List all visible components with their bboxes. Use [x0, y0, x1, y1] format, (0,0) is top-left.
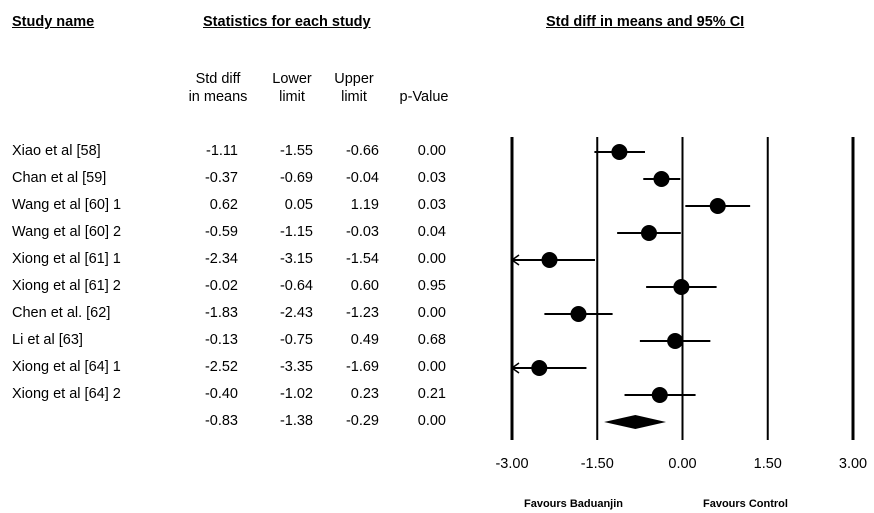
header-study-name: Study name — [12, 14, 95, 30]
upper-limit-value: -1.69 — [345, 359, 379, 375]
column-header-pvalue: p-Value — [386, 70, 462, 106]
std-diff-value: -0.40 — [204, 386, 238, 402]
column-header-std-diff: Std diff in means — [172, 70, 264, 106]
column-header-std-diff-line1: Std diff — [195, 71, 241, 87]
upper-limit-value: -0.03 — [345, 224, 379, 240]
lower-limit-value: -0.75 — [279, 332, 313, 348]
study-name: Xiao et al [58] — [12, 143, 101, 159]
lower-limit-value: -0.69 — [279, 170, 313, 186]
p-value: 0.68 — [417, 332, 446, 348]
upper-limit-value: -1.54 — [345, 251, 379, 267]
std-diff-value: -2.34 — [204, 251, 238, 267]
study-name: Li et al [63] — [12, 332, 83, 348]
x-tick-label: 1.50 — [754, 456, 782, 472]
lower-limit-value: -0.64 — [279, 278, 313, 294]
lower-limit-value: -1.02 — [279, 386, 313, 402]
effect-point — [667, 333, 684, 349]
x-tick-label: 0.00 — [668, 456, 696, 472]
p-value: 0.21 — [417, 386, 446, 402]
std-diff-value: -0.13 — [204, 332, 238, 348]
lower-limit-value: -1.55 — [279, 143, 313, 159]
effect-point — [653, 171, 670, 187]
std-diff-value: -2.52 — [204, 359, 238, 375]
upper-limit-value: -1.23 — [345, 305, 379, 321]
column-header-pvalue-line2: p-Value — [399, 89, 449, 105]
study-name: Xiong et al [61] 1 — [12, 251, 121, 267]
x-tick-label: 3.00 — [839, 456, 867, 472]
study-name: Xiong et al [64] 2 — [12, 386, 121, 402]
favours-left-label: Favours Baduanjin — [524, 498, 624, 510]
std-diff-value: -0.83 — [204, 413, 238, 429]
ci-arrow-left — [510, 362, 520, 374]
header-statistics: Statistics for each study — [203, 14, 371, 30]
p-value: 0.95 — [417, 278, 446, 294]
upper-limit-value: 1.19 — [350, 197, 379, 213]
x-tick-label: -1.50 — [581, 456, 614, 472]
column-header-upper-line2: limit — [341, 89, 367, 105]
upper-limit-value: 0.49 — [350, 332, 379, 348]
study-name: Xiong et al [64] 1 — [12, 359, 121, 375]
std-diff-value: -1.11 — [206, 143, 238, 159]
column-header-std-diff-line2: in means — [188, 89, 248, 105]
lower-limit-value: -1.15 — [279, 224, 313, 240]
std-diff-value: -0.59 — [204, 224, 238, 240]
effect-point — [570, 306, 587, 322]
effect-point — [709, 198, 726, 214]
column-header-upper-line1: Upper — [334, 71, 374, 87]
column-header-lower-line2: limit — [279, 89, 305, 105]
effect-point — [640, 225, 657, 241]
p-value: 0.00 — [417, 413, 446, 429]
ci-arrow-left — [510, 254, 520, 266]
std-diff-value: -0.02 — [204, 278, 238, 294]
column-header-lower: Lower limit — [262, 70, 322, 106]
study-name: Wang et al [60] 1 — [12, 197, 122, 213]
x-tick-label: -3.00 — [495, 456, 528, 472]
p-value: 0.00 — [417, 143, 446, 159]
lower-limit-value: -1.38 — [279, 413, 313, 429]
lower-limit-value: -3.35 — [279, 359, 313, 375]
lower-limit-value: -2.43 — [279, 305, 313, 321]
effect-point — [611, 144, 628, 160]
header-plot: Std diff in means and 95% CI — [546, 14, 745, 30]
effect-point — [531, 360, 548, 376]
std-diff-value: -0.37 — [204, 170, 238, 186]
study-name: Chen et al. [62] — [12, 305, 111, 321]
effect-point — [673, 279, 690, 295]
upper-limit-value: 0.23 — [350, 386, 379, 402]
p-value: 0.03 — [417, 170, 446, 186]
p-value: 0.00 — [417, 359, 446, 375]
upper-limit-value: -0.29 — [345, 413, 379, 429]
p-value: 0.00 — [417, 305, 446, 321]
lower-limit-value: -3.15 — [279, 251, 313, 267]
favours-right-label: Favours Control — [703, 498, 788, 510]
upper-limit-value: -0.04 — [345, 170, 379, 186]
pooled-diamond — [604, 415, 667, 429]
column-header-lower-line1: Lower — [272, 71, 312, 87]
p-value: 0.04 — [417, 224, 446, 240]
effect-point — [651, 387, 668, 403]
effect-point — [541, 252, 558, 268]
p-value: 0.03 — [417, 197, 446, 213]
upper-limit-value: -0.66 — [345, 143, 379, 159]
std-diff-value: -1.83 — [204, 305, 238, 321]
column-header-upper: Upper limit — [324, 70, 384, 106]
upper-limit-value: 0.60 — [350, 278, 379, 294]
std-diff-value: 0.62 — [209, 197, 238, 213]
study-name: Chan et al [59] — [12, 170, 107, 186]
p-value: 0.00 — [417, 251, 446, 267]
study-name: Xiong et al [61] 2 — [12, 278, 121, 294]
study-name: Wang et al [60] 2 — [12, 224, 122, 240]
lower-limit-value: 0.05 — [284, 197, 313, 213]
